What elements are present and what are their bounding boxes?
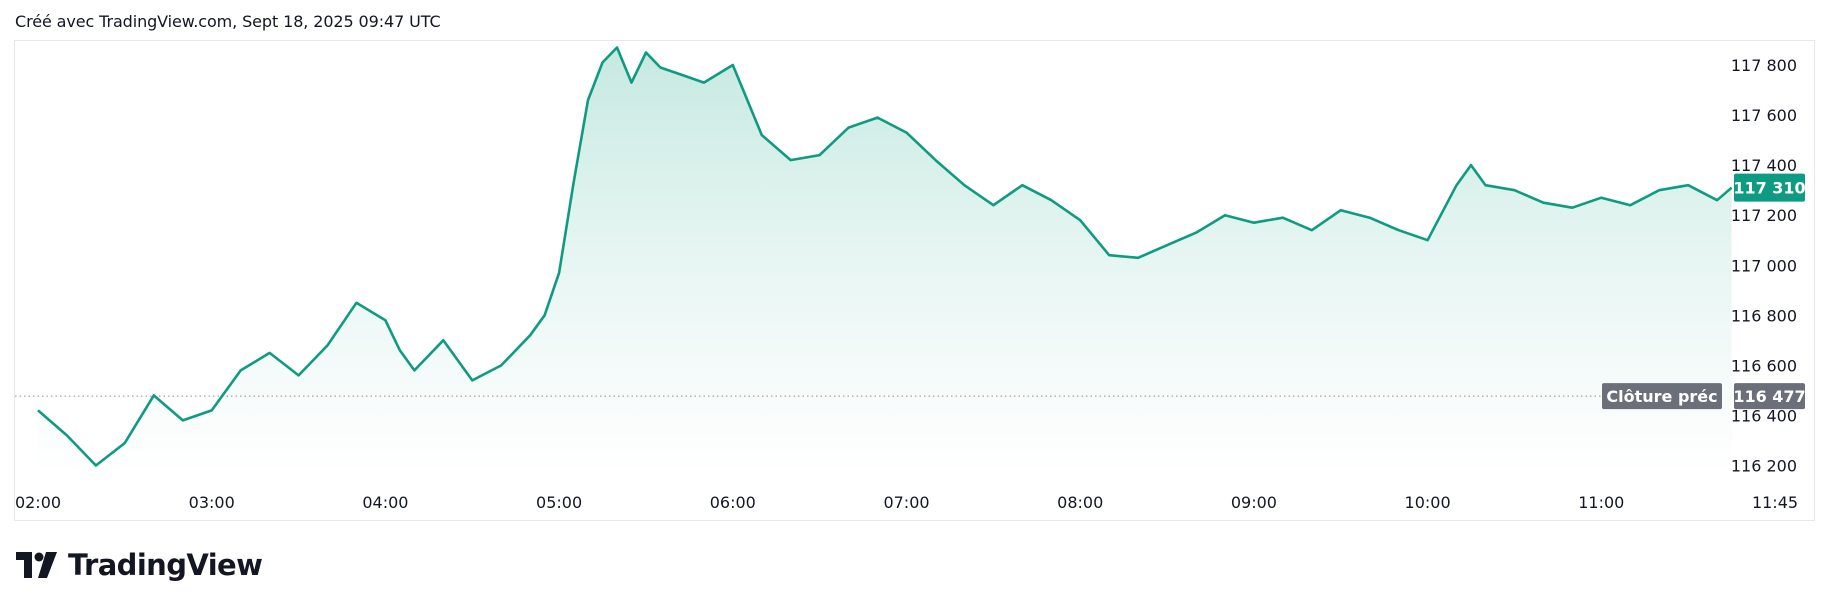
y-tick-label: 117 800	[1731, 56, 1797, 75]
x-tick-label: 08:00	[1057, 493, 1103, 512]
prev-close-badge	[1602, 383, 1722, 410]
x-tick-label: 03:00	[189, 493, 235, 512]
last-price-label: 117 310	[1733, 179, 1805, 198]
y-tick-label: 117 000	[1731, 256, 1797, 275]
x-tick-label: 04:00	[362, 493, 408, 512]
y-tick-label: 116 600	[1731, 356, 1797, 375]
x-tick-label: 11:00	[1578, 493, 1624, 512]
brand-name: TradingView	[68, 548, 263, 582]
price-line	[37, 46, 1733, 467]
x-tick-label: 02:00	[15, 493, 61, 512]
y-tick-label: 117 600	[1731, 106, 1797, 125]
x-tick-label: 07:00	[883, 493, 929, 512]
chart-caption: Créé avec TradingView.com, Sept 18, 2025…	[15, 12, 441, 31]
prev-close-value: 116 477	[1733, 387, 1805, 406]
x-tick-label: 10:00	[1405, 493, 1451, 512]
price-area	[38, 47, 1732, 478]
prev-close-value-badge	[1734, 383, 1805, 410]
x-tick-label: 09:00	[1231, 493, 1277, 512]
x-tick-label: 11:45	[1752, 493, 1798, 512]
y-tick-label: 117 200	[1731, 206, 1797, 225]
price-chart[interactable]: 117 800 117 600 117 400 117 200 117 000 116 8…	[0, 0, 1830, 540]
y-tick-label: 117 400	[1731, 156, 1797, 175]
y-tick-label: 116 800	[1731, 306, 1797, 325]
prev-close-label: Clôture préc	[1606, 387, 1717, 406]
x-tick-label: 05:00	[536, 493, 582, 512]
y-tick-label: 116 200	[1731, 456, 1797, 475]
chart-panel[interactable]	[14, 40, 1815, 521]
x-tick-label: 06:00	[710, 493, 756, 512]
tradingview-logo-icon	[16, 552, 57, 578]
y-tick-label: 116 400	[1731, 406, 1797, 425]
tradingview-logo[interactable]: TradingView	[16, 548, 263, 582]
last-price-badge	[1734, 173, 1805, 202]
